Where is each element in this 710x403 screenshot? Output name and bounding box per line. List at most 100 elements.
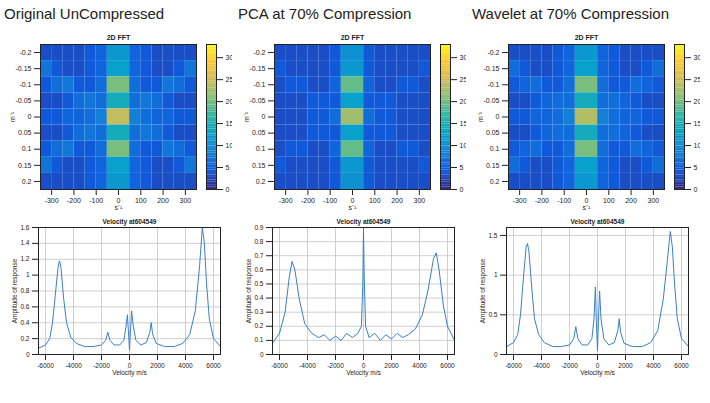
svg-text:0: 0: [496, 113, 500, 120]
svg-text:5: 5: [694, 164, 698, 171]
svg-text:15: 15: [226, 120, 233, 127]
svg-text:0: 0: [494, 351, 498, 358]
svg-text:1.2: 1.2: [20, 255, 29, 262]
svg-text:-4000: -4000: [299, 362, 316, 369]
svg-text:200: 200: [157, 197, 169, 204]
svg-text:0.15: 0.15: [486, 162, 500, 169]
svg-text:-2000: -2000: [561, 362, 578, 369]
svg-text:10: 10: [460, 142, 467, 149]
svg-text:6000: 6000: [206, 362, 221, 369]
svg-text:-6000: -6000: [271, 362, 288, 369]
svg-text:0.15: 0.15: [252, 162, 266, 169]
svg-text:s⁻¹: s⁻¹: [115, 204, 124, 211]
svg-text:-300: -300: [45, 197, 59, 204]
svg-text:2D FFT: 2D FFT: [341, 34, 365, 41]
svg-text:-0.1: -0.1: [253, 81, 265, 88]
svg-text:Velocity m/s: Velocity m/s: [112, 369, 147, 377]
svg-text:-0.15: -0.15: [484, 65, 500, 72]
svg-text:-100: -100: [557, 197, 571, 204]
svg-text:1: 1: [26, 271, 30, 278]
svg-text:0.4: 0.4: [20, 319, 29, 326]
svg-text:0.2: 0.2: [256, 178, 266, 185]
svg-text:1.4: 1.4: [20, 239, 29, 246]
svg-text:0.9: 0.9: [254, 224, 263, 231]
svg-text:0.1: 0.1: [254, 336, 263, 343]
svg-text:25: 25: [460, 76, 467, 83]
svg-text:100: 100: [135, 197, 147, 204]
svg-text:-0.05: -0.05: [250, 97, 266, 104]
svg-text:0.8: 0.8: [254, 238, 263, 245]
svg-text:20: 20: [694, 98, 701, 105]
svg-text:Velocity at604549: Velocity at604549: [103, 218, 157, 226]
svg-text:30: 30: [226, 54, 233, 61]
svg-text:-4000: -4000: [65, 362, 82, 369]
svg-text:-200: -200: [535, 197, 549, 204]
svg-text:20: 20: [460, 98, 467, 105]
svg-text:100: 100: [369, 197, 381, 204]
svg-text:10: 10: [226, 142, 233, 149]
svg-text:-300: -300: [513, 197, 527, 204]
svg-text:2D FFT: 2D FFT: [575, 34, 599, 41]
svg-text:30: 30: [694, 54, 701, 61]
svg-text:0.2: 0.2: [490, 178, 500, 185]
svg-text:6000: 6000: [674, 362, 689, 369]
svg-text:200: 200: [391, 197, 403, 204]
svg-text:Amplitude of response: Amplitude of response: [479, 258, 487, 323]
svg-text:0.5: 0.5: [488, 311, 497, 318]
svg-text:0.7: 0.7: [254, 252, 263, 259]
svg-text:0: 0: [26, 351, 30, 358]
svg-text:-100: -100: [89, 197, 103, 204]
svg-text:30: 30: [460, 54, 467, 61]
svg-text:-0.1: -0.1: [487, 81, 499, 88]
svg-text:m⁻¹: m⁻¹: [477, 111, 484, 122]
svg-text:0.2: 0.2: [254, 322, 263, 329]
svg-text:0: 0: [28, 113, 32, 120]
svg-text:0: 0: [226, 186, 230, 193]
svg-text:100: 100: [603, 197, 615, 204]
svg-text:0.3: 0.3: [254, 308, 263, 315]
svg-text:25: 25: [694, 76, 701, 83]
svg-text:5: 5: [226, 164, 230, 171]
svg-text:Velocity at604549: Velocity at604549: [571, 218, 625, 226]
svg-text:4000: 4000: [412, 362, 427, 369]
svg-text:-0.05: -0.05: [484, 97, 500, 104]
svg-text:0.5: 0.5: [254, 280, 263, 287]
svg-text:1.6: 1.6: [20, 224, 29, 231]
svg-text:m⁻¹: m⁻¹: [9, 111, 16, 122]
svg-text:0.05: 0.05: [18, 129, 32, 136]
svg-text:-200: -200: [301, 197, 315, 204]
svg-text:4000: 4000: [646, 362, 661, 369]
svg-text:-200: -200: [67, 197, 81, 204]
svg-text:-0.05: -0.05: [16, 97, 32, 104]
svg-text:0.2: 0.2: [22, 178, 32, 185]
svg-text:-6000: -6000: [505, 362, 522, 369]
svg-text:0.15: 0.15: [18, 162, 32, 169]
svg-text:0: 0: [260, 351, 264, 358]
svg-text:300: 300: [648, 197, 660, 204]
svg-text:20: 20: [226, 98, 233, 105]
svg-text:0: 0: [694, 186, 698, 193]
svg-text:0.1: 0.1: [22, 145, 32, 152]
svg-text:-0.2: -0.2: [19, 49, 31, 56]
svg-text:2000: 2000: [150, 362, 165, 369]
svg-text:-2000: -2000: [327, 362, 344, 369]
svg-text:1: 1: [494, 271, 498, 278]
svg-text:-0.15: -0.15: [16, 65, 32, 72]
svg-text:10: 10: [694, 142, 701, 149]
svg-text:-6000: -6000: [37, 362, 54, 369]
svg-text:25: 25: [226, 76, 233, 83]
svg-text:-0.1: -0.1: [19, 81, 31, 88]
svg-text:300: 300: [414, 197, 426, 204]
svg-text:1.5: 1.5: [488, 232, 497, 239]
svg-text:s⁻¹: s⁻¹: [349, 204, 358, 211]
svg-text:Velocity m/s: Velocity m/s: [346, 369, 381, 377]
svg-text:300: 300: [180, 197, 192, 204]
svg-text:-0.2: -0.2: [487, 49, 499, 56]
svg-text:0.05: 0.05: [486, 129, 500, 136]
svg-text:-0.15: -0.15: [250, 65, 266, 72]
svg-text:-100: -100: [323, 197, 337, 204]
svg-text:0.1: 0.1: [256, 145, 266, 152]
svg-text:Velocity m/s: Velocity m/s: [580, 369, 615, 377]
svg-text:4000: 4000: [178, 362, 193, 369]
svg-text:Velocity at604549: Velocity at604549: [337, 218, 391, 226]
